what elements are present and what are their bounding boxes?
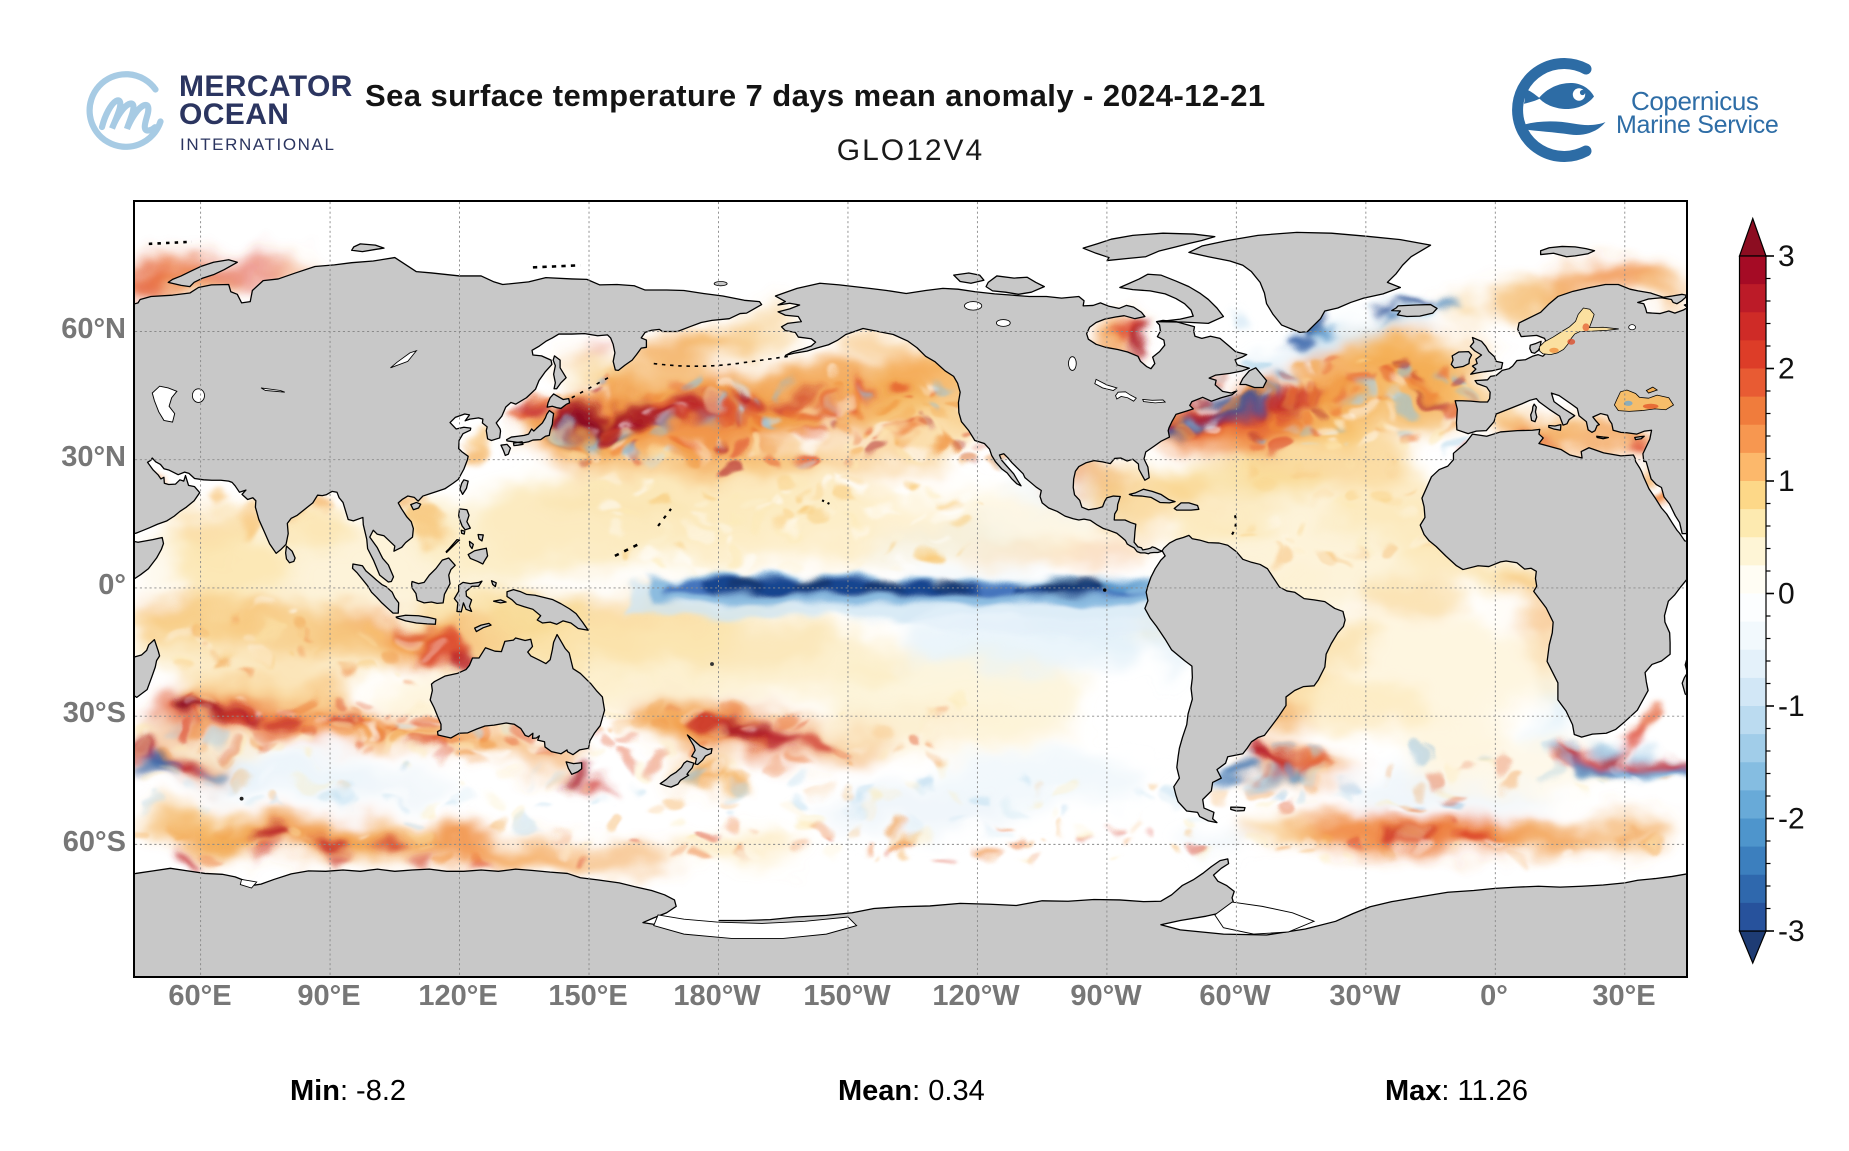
svg-text:2: 2 [1778, 353, 1795, 386]
svg-text:Copernicus: Copernicus [1631, 86, 1759, 116]
svg-text:-2: -2 [1778, 803, 1805, 836]
svg-text:-3: -3 [1778, 915, 1805, 948]
svg-text:INTERNATIONAL: INTERNATIONAL [180, 135, 336, 154]
svg-text:MERCATOR: MERCATOR [179, 70, 353, 103]
svg-text:OCEAN: OCEAN [179, 98, 289, 131]
svg-text:-1: -1 [1778, 690, 1805, 723]
svg-text:3: 3 [1778, 240, 1795, 273]
svg-text:1: 1 [1778, 465, 1795, 498]
svg-text:Marine Service: Marine Service [1616, 111, 1779, 139]
svg-text:0: 0 [1778, 578, 1795, 611]
